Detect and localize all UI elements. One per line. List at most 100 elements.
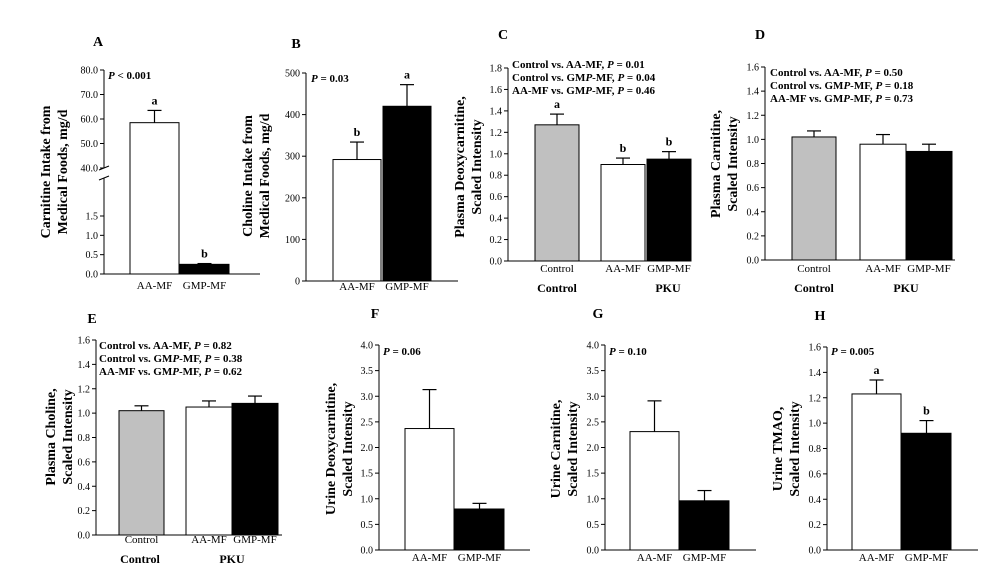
significance-letter: b: [923, 404, 930, 418]
y-tick-label: 0.4: [747, 207, 760, 218]
p-value-annotation: Control vs. AA-MF, P = 0.01: [512, 59, 645, 71]
panel-letter: B: [291, 37, 300, 52]
panel-e: E Plasma Choline, Scaled Intensity 0.0 0.2 0.…: [44, 312, 282, 566]
y-tick-label: 0.0: [86, 270, 99, 281]
y-axis-title-line: Urine TMAO,: [771, 407, 786, 492]
y-axis-title-line: Scaled Intensity: [61, 389, 76, 484]
y-tick-label: 0.8: [78, 433, 91, 444]
p-value-annotation: P = 0.005: [831, 346, 875, 358]
y-tick-label: 0.8: [490, 171, 503, 182]
y-tick-label: 1.5: [86, 212, 99, 223]
y-axis-title-line: Scaled Intensity: [470, 119, 485, 214]
panel-a: A Carnitine Intake from Medical Foods, mg/…: [39, 35, 260, 292]
y-axis-title-line: Medical Foods, mg/d: [56, 109, 71, 234]
y-tick-label: 1.8: [490, 64, 503, 75]
y-tick-label: 1.2: [809, 393, 822, 404]
significance-letter: a: [152, 93, 158, 107]
y-tick-label: 1.2: [490, 128, 503, 139]
y-tick-label: 0.6: [809, 469, 822, 480]
y-tick-label: 0.6: [78, 457, 91, 468]
group-label: PKU: [219, 552, 245, 566]
y-tick-label: 0.4: [490, 214, 503, 225]
bar-aa-mf: [851, 393, 902, 551]
y-tick-label: 1.6: [809, 343, 822, 354]
bar-control: [118, 410, 165, 536]
bar-gmp-mf: [905, 150, 953, 261]
y-tick-label: 0.0: [809, 546, 822, 557]
y-axis-title: Urine TMAO, Scaled Intensity: [771, 401, 803, 496]
panel-letter: F: [371, 307, 380, 322]
y-tick-label: 0.2: [747, 231, 760, 242]
y-tick-label: 3.5: [361, 366, 374, 377]
y-tick-label: 500: [285, 69, 300, 80]
y-tick-label: 0.0: [490, 257, 503, 268]
y-tick-label: 1.5: [587, 469, 600, 480]
panel-g: G Urine Carnitine, Scaled Intensity 0.0 0.5 1…: [549, 307, 756, 564]
y-tick-label: 2.0: [587, 443, 600, 454]
p-value-annotation: P < 0.001: [108, 70, 151, 82]
y-tick-label: 80.0: [81, 66, 99, 77]
category-label: GMP-MF: [683, 552, 726, 564]
y-axis-title-line: Scaled Intensity: [726, 116, 741, 211]
category-label: Control: [540, 263, 574, 275]
significance-letter: b: [354, 125, 361, 139]
p-value-annotation: Control vs. AA-MF, P = 0.82: [99, 340, 232, 352]
y-axis-title-line: Carnitine Intake from: [39, 105, 54, 238]
y-tick-label: 0.4: [78, 482, 91, 493]
bar-gmp-mf: [901, 432, 952, 551]
y-tick-label: 1.0: [747, 135, 760, 146]
panel-c: C Plasma Deoxycarnitine, Scaled Intensity 0…: [453, 28, 692, 295]
y-axis-title-line: Scaled Intensity: [788, 401, 803, 496]
p-value-annotation: AA-MF vs. GMP-MF, P = 0.62: [99, 366, 242, 378]
y-tick-label: 0.2: [809, 520, 822, 531]
y-axis-title-line: Urine Carnitine,: [549, 400, 564, 499]
y-tick-label: 40.0: [81, 164, 99, 175]
y-axis-title-line: Urine Deoxycarnitine,: [324, 383, 339, 515]
p-value-annotation: Control vs. GMP-MF, P = 0.04: [512, 72, 656, 84]
y-tick-label: 3.5: [587, 366, 600, 377]
category-label: AA-MF: [859, 552, 894, 564]
category-label: GMP-MF: [905, 552, 948, 564]
y-axis-title: Urine Carnitine, Scaled Intensity: [549, 400, 581, 499]
y-tick-label: 400: [285, 110, 300, 121]
category-label: Control: [125, 534, 159, 546]
y-tick-label: 0.6: [490, 192, 503, 203]
p-value-annotation: AA-MF vs. GMP-MF, P = 0.46: [512, 85, 655, 97]
category-label: AA-MF: [137, 280, 172, 292]
panel-letter: C: [498, 28, 508, 43]
panel-letter: E: [87, 312, 96, 327]
panel-b: B Choline Intake from Medical Foods, mg/d 0…: [241, 37, 458, 293]
category-label: GMP-MF: [385, 281, 428, 293]
y-tick-label: 0.0: [361, 546, 374, 557]
y-tick-label: 200: [285, 193, 300, 204]
category-label: AA-MF: [191, 534, 226, 546]
bar-gmp-mf: [454, 508, 505, 551]
y-tick-label: 0.5: [361, 520, 374, 531]
y-tick-label: 2.5: [587, 417, 600, 428]
y-tick-label: 0.0: [78, 531, 91, 542]
y-tick-label: 1.2: [78, 384, 91, 395]
y-tick-label: 2.0: [361, 443, 374, 454]
y-axis-title-line: Scaled Intensity: [566, 401, 581, 496]
group-label: PKU: [893, 281, 919, 295]
y-tick-label: 1.2: [747, 111, 760, 122]
category-label: GMP-MF: [647, 263, 690, 275]
y-tick-label: 0.2: [78, 506, 91, 517]
bar-aa-mf: [859, 143, 907, 261]
significance-letter: a: [404, 68, 410, 82]
group-label: Control: [120, 552, 160, 566]
category-label: AA-MF: [865, 263, 900, 275]
panel-letter: H: [815, 309, 826, 324]
significance-letter: a: [874, 363, 880, 377]
y-tick-label: 0.4: [809, 495, 822, 506]
category-label: GMP-MF: [233, 534, 276, 546]
y-tick-label: 1.6: [747, 63, 760, 74]
y-tick-label: 50.0: [81, 139, 99, 150]
y-tick-label: 1.0: [78, 409, 91, 420]
y-tick-label: 3.0: [587, 392, 600, 403]
p-value-annotation: AA-MF vs. GMP-MF, P = 0.73: [770, 93, 913, 105]
p-value-annotation: Control vs. AA-MF, P = 0.50: [770, 67, 903, 79]
panel-letter: A: [93, 35, 104, 50]
p-value-annotation: P = 0.06: [383, 346, 421, 358]
